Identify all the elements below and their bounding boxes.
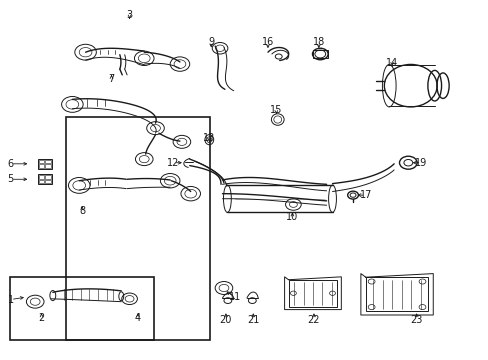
Text: 13: 13	[203, 132, 215, 143]
Bar	[38, 174, 52, 184]
Text: 18: 18	[312, 37, 325, 48]
Text: 12: 12	[167, 158, 180, 168]
Text: 17: 17	[359, 190, 371, 200]
Text: 14: 14	[385, 58, 398, 68]
Text: 2: 2	[39, 312, 44, 323]
Text: 6: 6	[8, 159, 14, 169]
Bar	[10, 277, 154, 340]
Bar	[39, 164, 44, 168]
Text: 15: 15	[269, 105, 282, 115]
Text: 10: 10	[285, 212, 298, 222]
Text: 4: 4	[135, 312, 141, 323]
Bar	[39, 180, 44, 183]
Text: 1: 1	[8, 294, 14, 305]
Bar	[66, 117, 210, 340]
Bar	[45, 175, 51, 179]
Text: 19: 19	[414, 158, 427, 168]
Text: 11: 11	[228, 292, 241, 302]
Bar	[45, 180, 51, 183]
Text: 8: 8	[79, 206, 85, 216]
Text: 3: 3	[126, 10, 132, 20]
Bar	[38, 159, 52, 169]
Text: 20: 20	[219, 315, 232, 325]
Text: 16: 16	[261, 37, 274, 48]
Text: 23: 23	[409, 315, 422, 325]
Bar	[312, 50, 327, 58]
Text: 9: 9	[208, 37, 214, 48]
Text: 7: 7	[108, 74, 114, 84]
Bar	[288, 280, 337, 307]
Text: 5: 5	[8, 174, 14, 184]
Bar	[45, 160, 51, 163]
Bar	[39, 175, 44, 179]
Text: 21: 21	[246, 315, 259, 325]
Bar	[365, 277, 427, 311]
Text: 22: 22	[307, 315, 320, 325]
Bar	[39, 160, 44, 163]
Bar	[45, 164, 51, 168]
